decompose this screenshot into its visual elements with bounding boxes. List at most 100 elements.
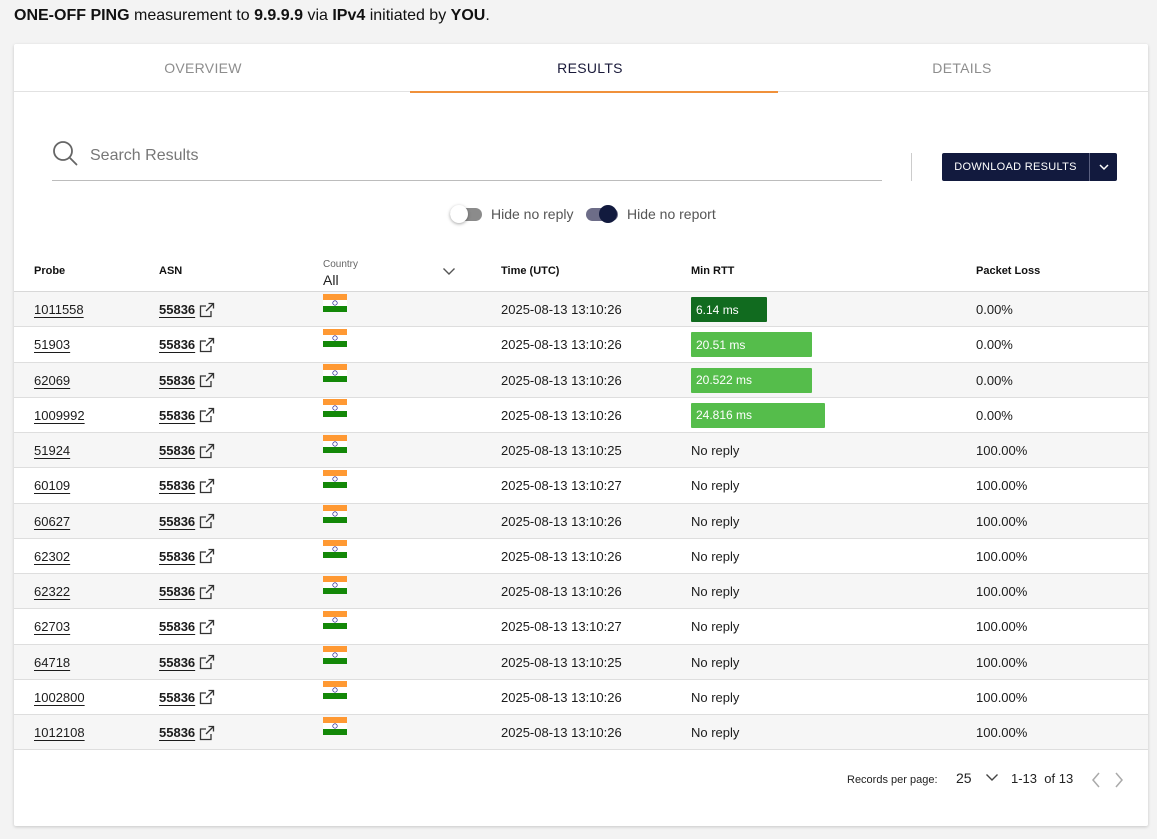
asn-cell: 55836 xyxy=(159,653,216,671)
india-flag-icon xyxy=(323,716,347,735)
asn-link[interactable]: 55836 xyxy=(159,372,196,388)
column-probe[interactable]: Probe xyxy=(34,265,66,277)
target-address: 9.9.9.9 xyxy=(254,7,303,24)
table-row: 51924 55836 2025-08-13 13:10:25 No reply 100… xyxy=(14,433,1148,469)
asn-link[interactable]: 55836 xyxy=(159,337,196,353)
rtt-value: No reply xyxy=(691,654,740,670)
column-min-rtt[interactable]: Min RTT xyxy=(691,265,735,277)
tab-overview[interactable]: OVERVIEW xyxy=(164,60,242,76)
asn-link[interactable]: 55836 xyxy=(159,443,196,458)
asn-link[interactable]: 55836 xyxy=(159,407,196,423)
download-options-toggle[interactable] xyxy=(1090,153,1117,181)
hide-no-reply-toggle[interactable]: Hide no reply xyxy=(450,204,590,224)
packet-loss-value: 100.00% xyxy=(976,689,1028,705)
external-link-icon[interactable] xyxy=(198,724,216,742)
asn-cell: 55836 xyxy=(159,336,216,354)
rtt-value: No reply xyxy=(691,689,740,705)
table-row: 51903 55836 2025-08-13 13:10:26 20.51 ms 0.0… xyxy=(14,327,1148,363)
chevron-right-icon[interactable] xyxy=(1113,771,1125,789)
asn-link[interactable]: 55836 xyxy=(159,302,196,317)
chevron-down-icon xyxy=(1098,164,1109,171)
asn-cell: 55836 xyxy=(159,724,216,742)
rtt-value: 20.51 ms xyxy=(696,337,746,352)
external-link-icon[interactable] xyxy=(198,688,216,706)
external-link-icon[interactable] xyxy=(198,477,216,495)
probe-link[interactable]: 62322 xyxy=(34,584,71,599)
timestamp: 2025-08-13 13:10:26 xyxy=(501,689,622,705)
hide-no-reply-label: Hide no reply xyxy=(491,206,574,222)
probe-link[interactable]: 64718 xyxy=(34,654,71,670)
timestamp: 2025-08-13 13:10:25 xyxy=(501,654,622,670)
country-flag xyxy=(323,292,347,327)
tab-bar: OVERVIEW RESULTS DETAILS xyxy=(14,44,1148,93)
india-flag-icon xyxy=(323,681,347,700)
probe-link[interactable]: 60627 xyxy=(34,513,71,529)
asn-cell: 55836 xyxy=(159,547,216,565)
download-results-button[interactable]: DOWNLOAD RESULTS xyxy=(942,153,1117,181)
heading-text: via xyxy=(303,7,333,24)
india-flag-icon xyxy=(323,469,347,488)
asn-link[interactable]: 55836 xyxy=(159,689,196,705)
external-link-icon[interactable] xyxy=(198,512,216,530)
packet-loss-value: 0.00% xyxy=(976,407,1013,423)
probe-link[interactable]: 62703 xyxy=(34,619,71,635)
probe-link[interactable]: 62302 xyxy=(34,548,71,564)
external-link-icon[interactable] xyxy=(198,583,216,601)
records-per-page-select[interactable]: 25 xyxy=(956,770,972,786)
search-icon xyxy=(53,141,78,166)
range-total: of 13 xyxy=(1044,771,1074,786)
packet-loss-value: 100.00% xyxy=(976,443,1028,458)
probe-link[interactable]: 60109 xyxy=(34,478,71,494)
probe-link[interactable]: 51924 xyxy=(34,443,71,458)
probe-link[interactable]: 1011558 xyxy=(34,302,84,317)
country-flag xyxy=(323,363,347,398)
country-filter[interactable]: Country All xyxy=(322,258,456,288)
chevron-down-icon[interactable] xyxy=(985,773,999,782)
pagination: Records per page: 25 1-13 of 13 xyxy=(14,764,1148,796)
chevron-left-icon[interactable] xyxy=(1090,771,1102,789)
probe-link[interactable]: 1009992 xyxy=(34,407,85,423)
external-link-icon[interactable] xyxy=(198,618,216,636)
asn-link[interactable]: 55836 xyxy=(159,619,196,635)
hide-no-report-toggle[interactable]: Hide no report xyxy=(586,204,736,224)
timestamp: 2025-08-13 13:10:26 xyxy=(501,584,622,599)
asn-link[interactable]: 55836 xyxy=(159,584,196,599)
external-link-icon[interactable] xyxy=(198,547,216,565)
country-flag xyxy=(323,645,347,680)
external-link-icon[interactable] xyxy=(198,301,216,319)
asn-link[interactable]: 55836 xyxy=(159,513,196,529)
search-input[interactable] xyxy=(90,142,870,170)
probe-link[interactable]: 51903 xyxy=(34,337,71,353)
asn-link[interactable]: 55836 xyxy=(159,654,196,670)
asn-link[interactable]: 55836 xyxy=(159,548,196,564)
external-link-icon[interactable] xyxy=(198,336,216,354)
india-flag-icon xyxy=(323,328,347,347)
india-flag-icon xyxy=(323,434,347,453)
timestamp: 2025-08-13 13:10:26 xyxy=(501,548,622,564)
external-link-icon[interactable] xyxy=(198,371,216,389)
column-packet-loss[interactable]: Packet Loss xyxy=(976,265,1041,277)
asn-link[interactable]: 55836 xyxy=(159,478,196,494)
hide-no-report-label: Hide no report xyxy=(627,206,716,222)
column-time[interactable]: Time (UTC) xyxy=(501,265,560,277)
external-link-icon[interactable] xyxy=(198,406,216,424)
packet-loss-value: 0.00% xyxy=(976,337,1013,353)
external-link-icon[interactable] xyxy=(198,442,216,460)
packet-loss-value: 100.00% xyxy=(976,478,1028,494)
asn-cell: 55836 xyxy=(159,583,216,601)
external-link-icon[interactable] xyxy=(198,653,216,671)
rtt-bar: 24.816 ms xyxy=(691,402,825,428)
tab-details[interactable]: DETAILS xyxy=(932,60,992,76)
asn-link[interactable]: 55836 xyxy=(159,725,196,740)
column-asn[interactable]: ASN xyxy=(159,265,183,277)
india-flag-icon xyxy=(323,575,347,594)
probe-link[interactable]: 1002800 xyxy=(34,689,85,705)
packet-loss-value: 100.00% xyxy=(976,654,1028,670)
timestamp: 2025-08-13 13:10:25 xyxy=(501,443,622,458)
tab-results[interactable]: RESULTS xyxy=(401,44,779,93)
probe-link[interactable]: 1012108 xyxy=(34,725,85,740)
probe-link[interactable]: 62069 xyxy=(34,372,71,388)
country-flag xyxy=(323,504,347,539)
table-header: Probe ASN Country All Time (UTC) Min RTT… xyxy=(14,254,1148,292)
rtt-value: No reply xyxy=(691,443,740,458)
